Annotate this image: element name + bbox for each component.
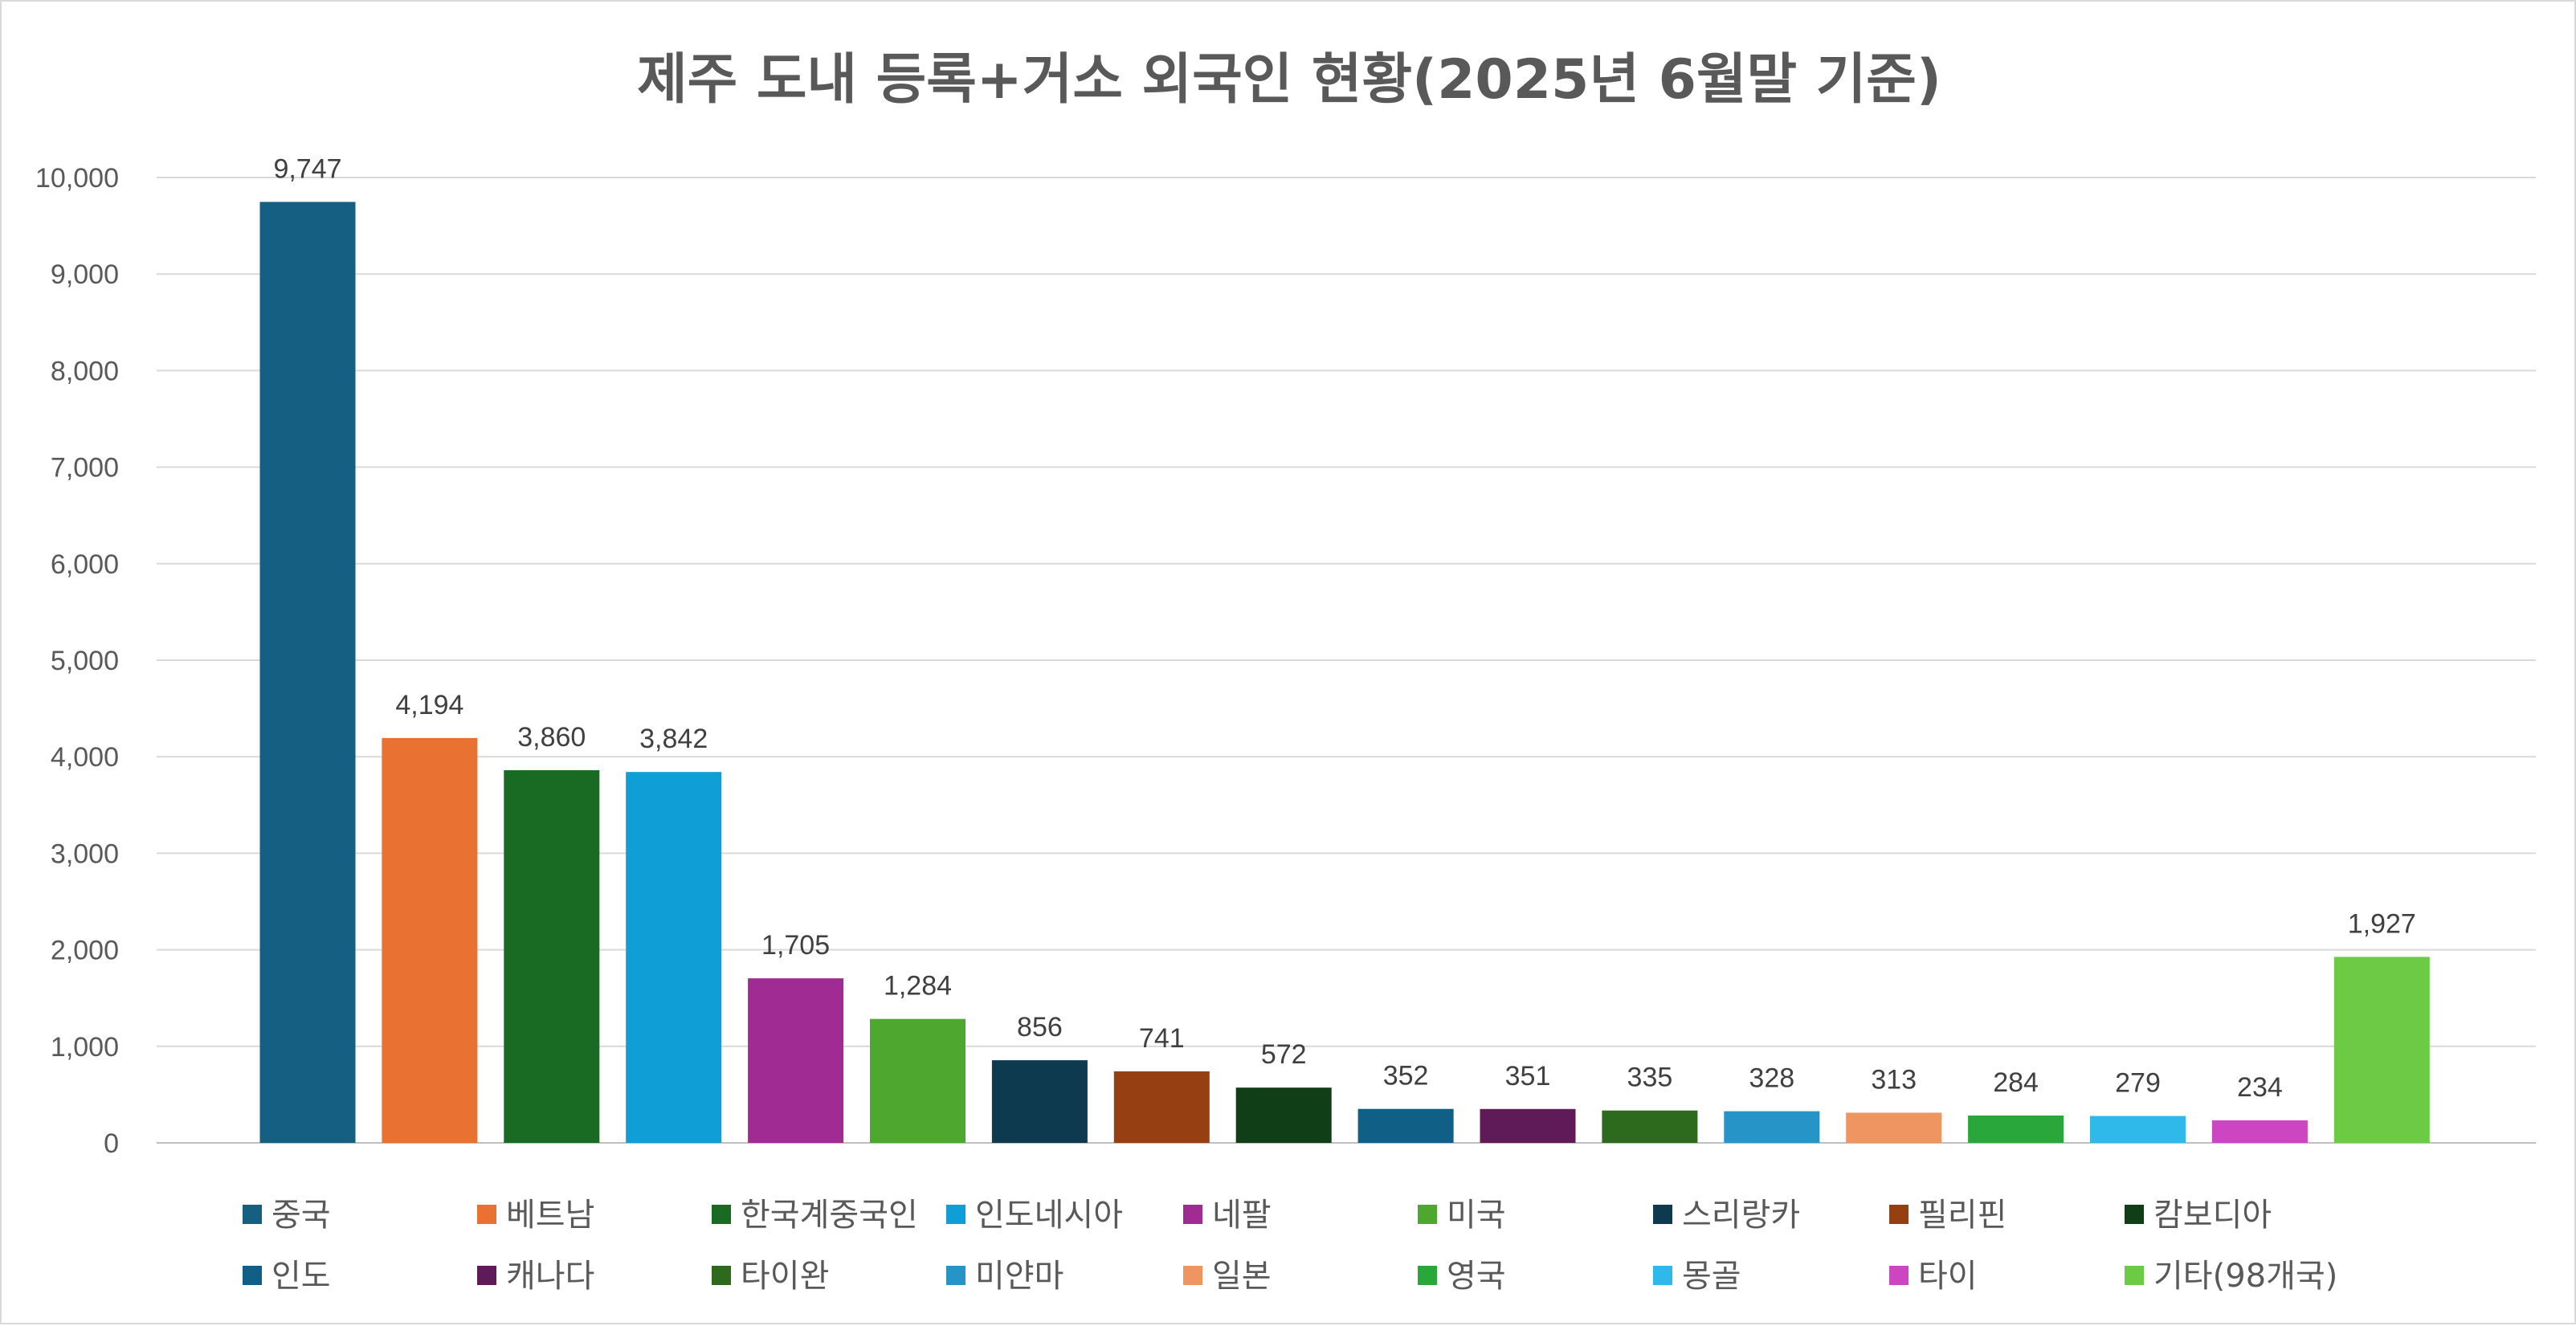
bar-15 bbox=[1968, 1115, 2064, 1143]
bar-4 bbox=[626, 772, 722, 1143]
data-labels: 9,747 4,194 3,860 3,842 1,705 1,284 856 741 572 3… bbox=[273, 153, 2415, 1103]
y-tick-label: 6,000 bbox=[51, 549, 119, 580]
y-tick-label: 8,000 bbox=[51, 356, 119, 386]
chart-title: 제주 도내 등록+거소 외국인 현황(2025년 6월말 기준) bbox=[637, 48, 1941, 112]
bar-17 bbox=[2211, 1120, 2308, 1143]
legend-label: 일본 bbox=[1212, 1258, 1272, 1295]
y-tick-label: 1,000 bbox=[51, 1032, 119, 1063]
legend-label: 스리랑카 bbox=[1682, 1197, 1800, 1234]
data-label: 313 bbox=[1871, 1064, 1917, 1095]
bar-8 bbox=[1113, 1071, 1210, 1143]
legend-swatch bbox=[1418, 1266, 1437, 1285]
legend-label: 기타(98개국) bbox=[2153, 1258, 2337, 1295]
bar-12 bbox=[1602, 1110, 1698, 1143]
data-label: 741 bbox=[1139, 1023, 1185, 1054]
legend-swatch bbox=[1183, 1266, 1202, 1285]
y-tick-label: 3,000 bbox=[51, 838, 119, 869]
bar-2 bbox=[382, 737, 478, 1143]
bar-9 bbox=[1235, 1087, 1332, 1143]
bars bbox=[259, 202, 2430, 1143]
legend-swatch bbox=[712, 1205, 731, 1224]
data-label: 328 bbox=[1749, 1063, 1794, 1094]
legend-label: 몽골 bbox=[1682, 1258, 1741, 1295]
legend-label: 베트남 bbox=[506, 1197, 594, 1234]
y-tick-label: 2,000 bbox=[51, 936, 119, 966]
legend-swatch bbox=[712, 1266, 731, 1285]
legend-label: 미국 bbox=[1447, 1197, 1506, 1234]
legend-swatch bbox=[477, 1205, 496, 1224]
legend-label: 영국 bbox=[1447, 1258, 1506, 1295]
data-label: 1,927 bbox=[2348, 908, 2416, 939]
data-label: 4,194 bbox=[395, 690, 463, 720]
bar-16 bbox=[2090, 1116, 2186, 1143]
bar-18 bbox=[2333, 957, 2430, 1143]
legend-swatch bbox=[2125, 1266, 2144, 1285]
y-tick-label: 0 bbox=[104, 1128, 119, 1159]
legend-swatch bbox=[243, 1205, 262, 1224]
bar-7 bbox=[991, 1060, 1088, 1143]
data-label: 279 bbox=[2115, 1068, 2161, 1099]
legend-label: 한국계중국인 bbox=[741, 1197, 918, 1234]
legend-swatch bbox=[1889, 1205, 1909, 1224]
legend-label: 네팔 bbox=[1212, 1197, 1272, 1234]
y-axis-ticks: 0 1,000 2,000 3,000 4,000 5,000 6,000 7,000 8,00… bbox=[35, 163, 119, 1159]
legend-swatch bbox=[2125, 1205, 2144, 1224]
legend-label: 캐나다 bbox=[506, 1258, 594, 1295]
bar-10 bbox=[1357, 1108, 1454, 1143]
data-label: 572 bbox=[1261, 1039, 1307, 1070]
y-tick-label: 7,000 bbox=[51, 453, 119, 483]
data-label: 1,284 bbox=[884, 971, 952, 1002]
data-label: 352 bbox=[1383, 1061, 1429, 1091]
legend-swatch bbox=[1418, 1205, 1437, 1224]
legend-swatch bbox=[946, 1205, 965, 1224]
legend-swatch bbox=[1183, 1205, 1202, 1224]
data-label: 284 bbox=[1993, 1067, 2039, 1098]
legend-label: 타이완 bbox=[741, 1258, 829, 1295]
y-tick-label: 10,000 bbox=[35, 163, 119, 194]
bar-1 bbox=[259, 202, 356, 1143]
data-label: 335 bbox=[1627, 1063, 1673, 1093]
bar-3 bbox=[504, 770, 600, 1143]
legend-label: 캄보디아 bbox=[2153, 1197, 2272, 1234]
legend-label: 미얀마 bbox=[975, 1258, 1063, 1295]
data-label: 351 bbox=[1505, 1061, 1551, 1091]
bar-6 bbox=[870, 1018, 965, 1143]
legend-label: 인도 bbox=[271, 1258, 331, 1295]
bar-13 bbox=[1724, 1111, 1820, 1143]
bar-14 bbox=[1846, 1112, 1942, 1143]
y-tick-label: 5,000 bbox=[51, 646, 119, 676]
legend-swatch bbox=[477, 1266, 496, 1285]
data-label: 3,860 bbox=[517, 722, 586, 753]
data-label: 9,747 bbox=[273, 153, 341, 184]
legend-swatch bbox=[1653, 1266, 1672, 1285]
legend-swatch bbox=[946, 1266, 965, 1285]
data-label: 234 bbox=[2237, 1072, 2283, 1103]
bar-11 bbox=[1480, 1108, 1576, 1143]
y-tick-label: 4,000 bbox=[51, 742, 119, 773]
data-label: 1,705 bbox=[761, 930, 830, 961]
bar-5 bbox=[748, 978, 844, 1143]
legend-label: 인도네시아 bbox=[975, 1197, 1123, 1234]
data-label: 856 bbox=[1017, 1012, 1063, 1042]
legend-swatch bbox=[1653, 1205, 1672, 1224]
legend-label: 타이 bbox=[1918, 1258, 1978, 1295]
legend-label: 중국 bbox=[271, 1197, 331, 1234]
legend-swatch bbox=[243, 1266, 262, 1285]
legend-swatch bbox=[1889, 1266, 1909, 1285]
data-label: 3,842 bbox=[639, 724, 708, 754]
y-tick-label: 9,000 bbox=[51, 259, 119, 290]
legend-label: 필리핀 bbox=[1918, 1197, 2007, 1234]
